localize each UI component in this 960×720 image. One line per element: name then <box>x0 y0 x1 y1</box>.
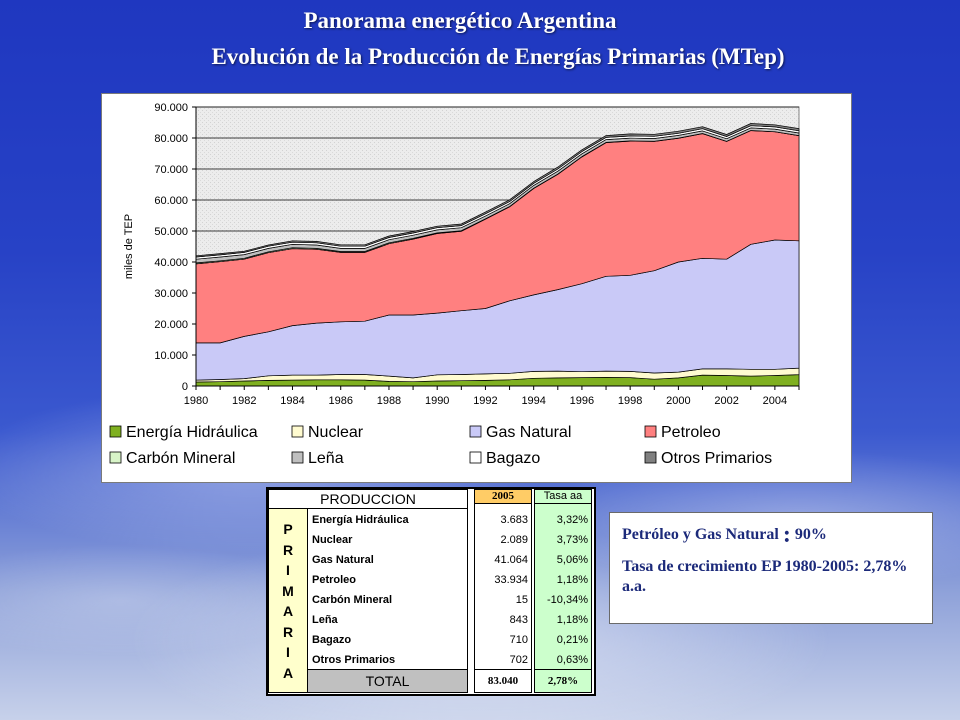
table-row-rate: 1,18% <box>556 614 588 626</box>
chart-panel: 0 10.000 20.000 30.000 40.000 50.000 60.000 70.… <box>101 93 852 483</box>
side-label-letter: M <box>282 582 294 599</box>
table-row-value: 15 <box>515 594 528 606</box>
side-label-letter: R <box>282 623 294 640</box>
legend-label: Gas Natural <box>486 424 571 441</box>
table-row-rate: 1,18% <box>556 574 588 586</box>
table-row-label: Bagazo <box>312 634 352 646</box>
legend-label: Energía Hidráulica <box>126 424 258 441</box>
legend-swatch <box>644 451 657 464</box>
table-row-value: 710 <box>509 634 528 646</box>
table-row-value: 33.934 <box>494 574 528 586</box>
x-tick-label: 1986 <box>328 395 352 407</box>
x-tick-label: 1984 <box>280 395 304 407</box>
legend-label: Petroleo <box>661 424 721 441</box>
table-row-label: Energía Hidráulica <box>312 514 409 526</box>
x-tick-label: 1992 <box>473 395 497 407</box>
side-label-letter: I <box>286 562 290 578</box>
note-line-2: Tasa de crecimiento EP 1980-2005: 2,78% … <box>622 558 908 595</box>
table-row-label: Nuclear <box>312 534 353 546</box>
table-row-rate: 3,73% <box>556 534 588 546</box>
x-tick-label: 1996 <box>570 395 594 407</box>
stacked-area-chart: 0 10.000 20.000 30.000 40.000 50.000 60.000 70.… <box>109 102 800 467</box>
table-row-rate: 0,21% <box>556 634 588 646</box>
y-tick-label: 40.000 <box>154 257 188 269</box>
legend-swatch <box>109 451 122 464</box>
y-tick-label: 20.000 <box>154 319 188 331</box>
table-row-rate: 3,32% <box>556 514 588 526</box>
x-tick-label: 2002 <box>714 395 738 407</box>
total-label: TOTAL <box>307 669 468 693</box>
x-tick-label: 2004 <box>763 395 787 407</box>
y-tick-label: 80.000 <box>154 133 188 145</box>
page-subtitle: Evolución de la Producción de Energías P… <box>211 44 785 69</box>
side-label-letter: R <box>282 541 294 558</box>
y-axis-label: miles de TEP <box>123 214 135 279</box>
table-row-value: 3.683 <box>500 514 528 526</box>
page-title: Panorama energético Argentina <box>303 8 617 33</box>
x-tick-label: 1988 <box>377 395 401 407</box>
y-tick-label: 90.000 <box>154 102 188 114</box>
y-tick-label: 10.000 <box>154 350 188 362</box>
year-header: 2005 <box>474 489 532 504</box>
summary-note: Petróleo y Gas Natural : 90% Tasa de cre… <box>609 512 933 624</box>
table-row-value: 2.089 <box>500 534 528 546</box>
x-tick-label: 1982 <box>232 395 256 407</box>
table-row-label: Leña <box>312 614 338 626</box>
x-tick-label: 1998 <box>618 395 642 407</box>
table-row-value: 843 <box>509 614 528 626</box>
y-tick-label: 60.000 <box>154 195 188 207</box>
table-row-rate: -10,34% <box>547 594 588 606</box>
table-row-value: 41.064 <box>494 554 528 566</box>
table-header-production: PRODUCCION <box>268 489 468 509</box>
legend-label: Otros Primarios <box>661 450 772 467</box>
legend-label: Bagazo <box>486 450 540 467</box>
table-row-rate: 0,63% <box>556 654 588 666</box>
side-label-letter: I <box>286 644 290 660</box>
y-tick-label: 30.000 <box>154 288 188 300</box>
legend-swatch <box>291 425 304 438</box>
legend-swatch <box>469 451 482 464</box>
x-tick-label: 2000 <box>666 395 690 407</box>
legend-swatch <box>644 425 657 438</box>
note-line-1: Petróleo y Gas Natural : 90% <box>622 522 827 548</box>
y-tick-label: 70.000 <box>154 164 188 176</box>
table-row-label: Otros Primarios <box>312 654 396 666</box>
table-row-rate: 5,06% <box>556 554 588 566</box>
legend-swatch <box>291 451 304 464</box>
total-value: 83.040 <box>474 669 532 693</box>
table-row-label: Gas Natural <box>312 554 374 566</box>
x-tick-label: 1980 <box>184 395 208 407</box>
x-tick-label: 1994 <box>521 395 545 407</box>
legend-label: Carbón Mineral <box>126 450 235 467</box>
table-row-value: 702 <box>509 654 528 666</box>
side-label-letter: P <box>283 521 293 537</box>
legend-swatch <box>109 425 122 438</box>
legend-label: Leña <box>308 450 344 467</box>
y-tick-label: 0 <box>182 381 188 393</box>
area-series-7 <box>195 123 800 258</box>
side-label-letter: A <box>282 603 294 619</box>
rate-header: Tasa aa <box>534 489 592 504</box>
x-tick-label: 1990 <box>425 395 449 407</box>
legend-swatch <box>469 425 482 438</box>
legend-label: Nuclear <box>308 424 364 441</box>
y-tick-label: 50.000 <box>154 226 188 238</box>
total-rate: 2,78% <box>534 669 592 693</box>
side-label-letter: A <box>282 664 294 681</box>
table-row-label: Petroleo <box>312 574 357 586</box>
table-row-label: Carbón Mineral <box>312 594 393 606</box>
